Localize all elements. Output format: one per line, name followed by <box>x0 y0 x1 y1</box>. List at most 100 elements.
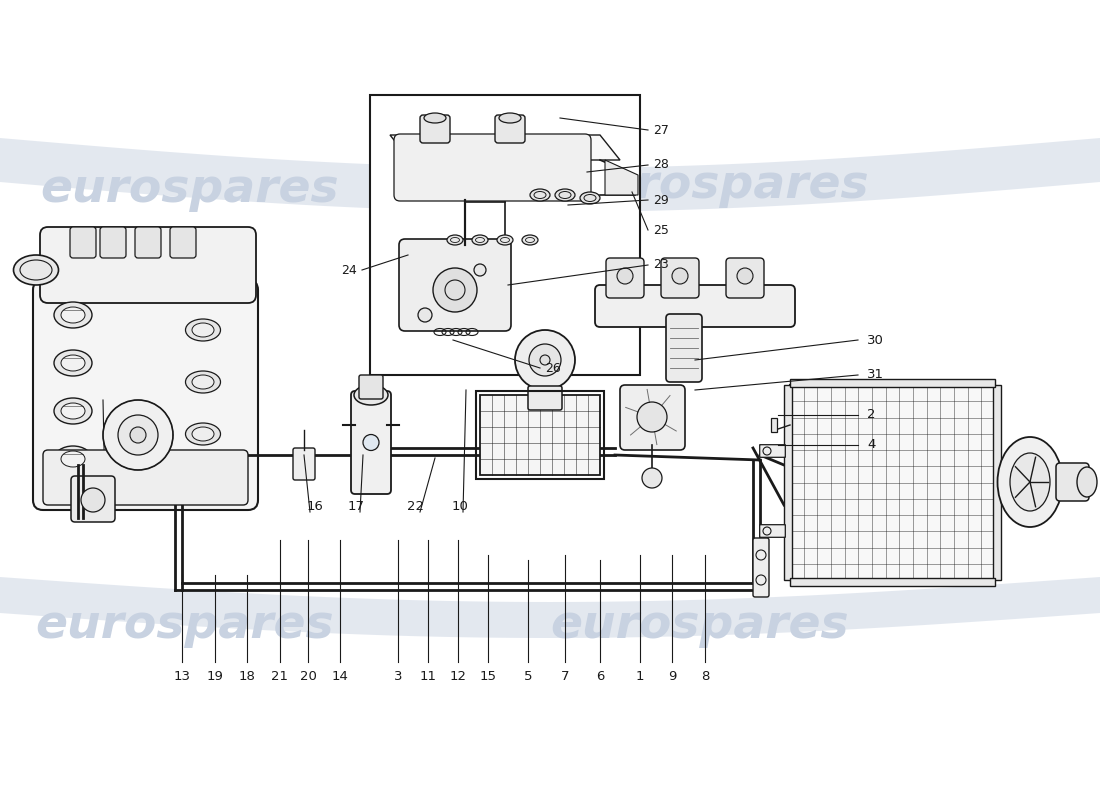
Text: 5: 5 <box>524 670 532 683</box>
FancyBboxPatch shape <box>666 314 702 382</box>
Ellipse shape <box>54 398 92 424</box>
FancyBboxPatch shape <box>1056 463 1089 501</box>
Ellipse shape <box>530 189 550 201</box>
Ellipse shape <box>580 192 600 204</box>
Text: 6: 6 <box>596 670 604 683</box>
Bar <box>790 379 996 387</box>
Text: 26: 26 <box>544 362 561 374</box>
Ellipse shape <box>1010 453 1050 511</box>
FancyBboxPatch shape <box>359 375 383 399</box>
Ellipse shape <box>192 427 215 441</box>
FancyBboxPatch shape <box>595 285 795 327</box>
FancyBboxPatch shape <box>760 525 785 538</box>
Bar <box>480 395 600 475</box>
Ellipse shape <box>60 355 85 371</box>
FancyBboxPatch shape <box>293 448 315 480</box>
Ellipse shape <box>472 235 488 245</box>
Ellipse shape <box>998 437 1063 527</box>
Text: 30: 30 <box>867 334 884 346</box>
Circle shape <box>637 402 667 432</box>
Bar <box>784 385 792 580</box>
Polygon shape <box>390 135 620 160</box>
Circle shape <box>540 355 550 365</box>
Ellipse shape <box>60 403 85 419</box>
Circle shape <box>737 268 754 284</box>
Text: 8: 8 <box>701 670 710 683</box>
FancyBboxPatch shape <box>495 115 525 143</box>
FancyBboxPatch shape <box>40 227 256 303</box>
Circle shape <box>418 308 432 322</box>
Text: 13: 13 <box>174 670 190 683</box>
Text: 21: 21 <box>272 670 288 683</box>
Ellipse shape <box>60 451 85 467</box>
FancyBboxPatch shape <box>399 239 512 331</box>
Text: 24: 24 <box>341 263 358 277</box>
Text: 15: 15 <box>480 670 496 683</box>
Text: 4: 4 <box>867 438 876 451</box>
Bar <box>771 418 777 432</box>
Bar <box>790 385 996 580</box>
FancyBboxPatch shape <box>100 227 126 258</box>
Text: 28: 28 <box>653 158 669 171</box>
FancyBboxPatch shape <box>606 258 643 298</box>
Text: 18: 18 <box>239 670 255 683</box>
Ellipse shape <box>447 235 463 245</box>
Circle shape <box>433 268 477 312</box>
Text: 2: 2 <box>867 409 876 422</box>
Text: 31: 31 <box>867 369 884 382</box>
Ellipse shape <box>186 319 220 341</box>
FancyBboxPatch shape <box>72 476 116 522</box>
Text: 22: 22 <box>407 500 425 513</box>
Circle shape <box>363 434 379 450</box>
FancyBboxPatch shape <box>528 386 562 410</box>
Text: 14: 14 <box>331 670 349 683</box>
FancyBboxPatch shape <box>726 258 764 298</box>
Circle shape <box>118 415 158 455</box>
Ellipse shape <box>54 302 92 328</box>
Bar <box>370 95 640 375</box>
Bar <box>790 578 996 586</box>
Text: 19: 19 <box>207 670 223 683</box>
FancyBboxPatch shape <box>394 134 591 201</box>
Circle shape <box>81 488 104 512</box>
Ellipse shape <box>186 371 220 393</box>
FancyBboxPatch shape <box>351 391 390 494</box>
Circle shape <box>103 400 173 470</box>
Text: 3: 3 <box>394 670 403 683</box>
Ellipse shape <box>192 375 215 389</box>
FancyBboxPatch shape <box>33 280 258 510</box>
Ellipse shape <box>522 235 538 245</box>
Circle shape <box>529 344 561 376</box>
Text: 9: 9 <box>668 670 676 683</box>
Ellipse shape <box>499 113 521 123</box>
Circle shape <box>515 330 575 390</box>
Text: 25: 25 <box>653 223 669 237</box>
Circle shape <box>672 268 688 284</box>
Ellipse shape <box>54 350 92 376</box>
Ellipse shape <box>1077 467 1097 497</box>
Ellipse shape <box>354 385 388 405</box>
FancyBboxPatch shape <box>661 258 698 298</box>
Ellipse shape <box>497 235 513 245</box>
Text: 12: 12 <box>450 670 466 683</box>
Text: 10: 10 <box>452 500 469 513</box>
FancyBboxPatch shape <box>43 450 248 505</box>
Ellipse shape <box>60 307 85 323</box>
Text: eurospares: eurospares <box>571 162 869 207</box>
FancyBboxPatch shape <box>754 538 769 597</box>
Circle shape <box>130 427 146 443</box>
Circle shape <box>642 468 662 488</box>
Ellipse shape <box>556 189 575 201</box>
Ellipse shape <box>424 113 446 123</box>
Ellipse shape <box>54 446 92 472</box>
Polygon shape <box>605 160 638 195</box>
Text: 1: 1 <box>636 670 645 683</box>
FancyBboxPatch shape <box>70 227 96 258</box>
Ellipse shape <box>186 423 220 445</box>
FancyBboxPatch shape <box>760 445 785 458</box>
Circle shape <box>617 268 632 284</box>
Text: eurospares: eurospares <box>35 602 334 647</box>
FancyBboxPatch shape <box>135 227 161 258</box>
FancyBboxPatch shape <box>170 227 196 258</box>
FancyBboxPatch shape <box>420 115 450 143</box>
